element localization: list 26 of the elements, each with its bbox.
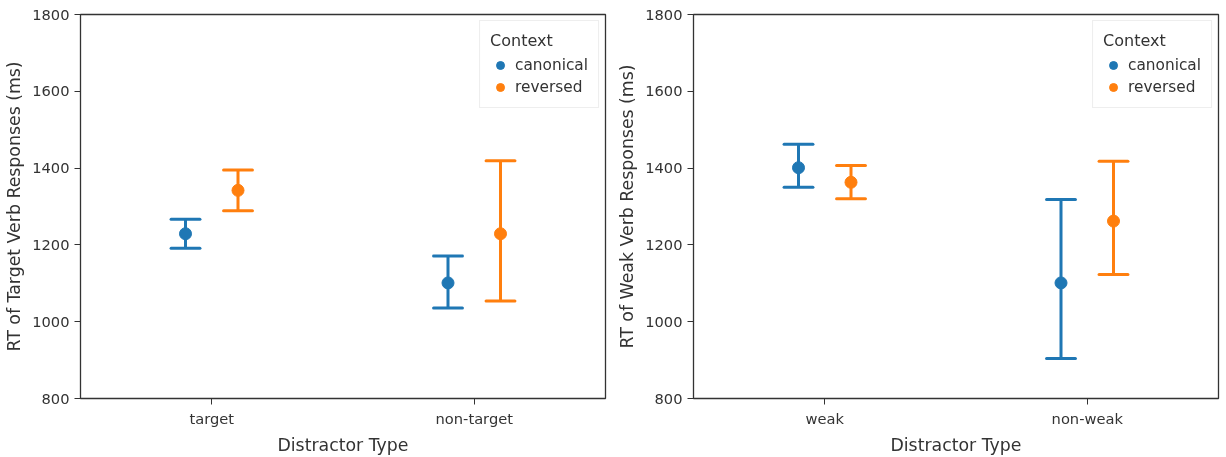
legend-title: Context bbox=[490, 31, 554, 50]
y-tick-label: 1400 bbox=[32, 159, 70, 177]
y-tick-label: 1600 bbox=[645, 82, 683, 100]
x-axis-title: Distractor Type bbox=[890, 434, 1022, 455]
legend-label: reversed bbox=[515, 78, 583, 96]
legend-label: canonical bbox=[1128, 56, 1201, 74]
x-tick-label: weak bbox=[805, 409, 845, 427]
y-tick-label: 1200 bbox=[32, 235, 70, 253]
legend-label: canonical bbox=[515, 56, 588, 74]
y-tick-label: 1000 bbox=[645, 312, 683, 330]
legend-title: Context bbox=[1103, 31, 1167, 50]
x-tick-label: non-weak bbox=[1051, 409, 1124, 427]
y-tick-label: 800 bbox=[654, 389, 683, 407]
y-tick-label: 1600 bbox=[32, 82, 70, 100]
x-axis-title: Distractor Type bbox=[277, 434, 409, 455]
y-tick-label: 1800 bbox=[645, 5, 683, 23]
y-axis-title: RT of Weak Verb Responses (ms) bbox=[617, 64, 638, 349]
y-tick-label: 1800 bbox=[32, 5, 70, 23]
x-tick-label: non-target bbox=[435, 409, 514, 427]
legend-label: reversed bbox=[1128, 78, 1196, 96]
y-tick-label: 1200 bbox=[645, 235, 683, 253]
y-axis-title: RT of Target Verb Responses (ms) bbox=[4, 61, 25, 352]
y-tick-label: 800 bbox=[41, 389, 70, 407]
y-tick-label: 1400 bbox=[645, 159, 683, 177]
x-tick-label: target bbox=[189, 409, 235, 427]
y-tick-label: 1000 bbox=[32, 312, 70, 330]
